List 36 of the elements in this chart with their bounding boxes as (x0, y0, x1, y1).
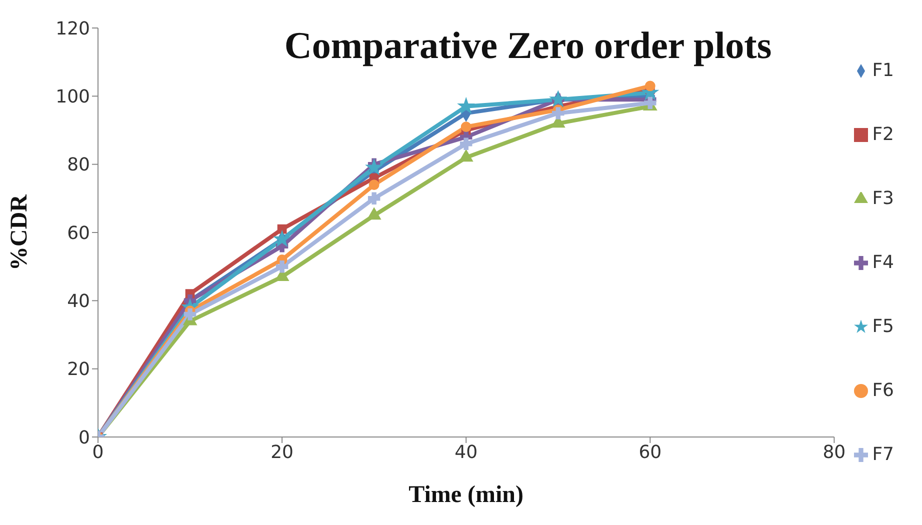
y-tick-label: 120 (56, 18, 90, 40)
legend-label: F4 (872, 252, 894, 272)
point (366, 159, 382, 175)
point (459, 150, 473, 162)
point (460, 138, 472, 150)
x-tick-label: 80 (822, 442, 846, 463)
point (644, 80, 656, 92)
chart-title: Comparative Zero order plots (283, 24, 773, 68)
point (368, 180, 380, 190)
y-tick-label: 40 (67, 291, 90, 312)
point (277, 224, 287, 234)
x-tick-label: 20 (270, 442, 294, 463)
y-tick-label: 0 (78, 427, 90, 448)
x-tick-label: 0 (92, 442, 104, 463)
legend-label: F5 (872, 316, 894, 336)
y-axis-title: %CDR (6, 194, 33, 270)
point (552, 107, 564, 120)
y-tick-label: 100 (56, 86, 90, 108)
point (458, 98, 474, 114)
x-tick-label: 60 (638, 442, 662, 463)
point (460, 122, 472, 132)
y-tick-label: 60 (67, 222, 90, 244)
legend-label: F2 (872, 124, 894, 144)
legend-label: F1 (872, 60, 894, 80)
point (368, 192, 380, 205)
point (276, 260, 288, 273)
y-tick-label: 20 (67, 359, 90, 380)
point (367, 208, 381, 220)
legend-label: F3 (872, 188, 894, 208)
y-tick-label: 80 (67, 154, 90, 176)
x-axis-title: Time (min) (408, 482, 524, 508)
x-tick-label: 40 (454, 442, 478, 463)
point (274, 230, 290, 246)
legend-label: F6 (872, 380, 894, 400)
point (184, 308, 196, 320)
legend-label: F7 (872, 444, 894, 464)
